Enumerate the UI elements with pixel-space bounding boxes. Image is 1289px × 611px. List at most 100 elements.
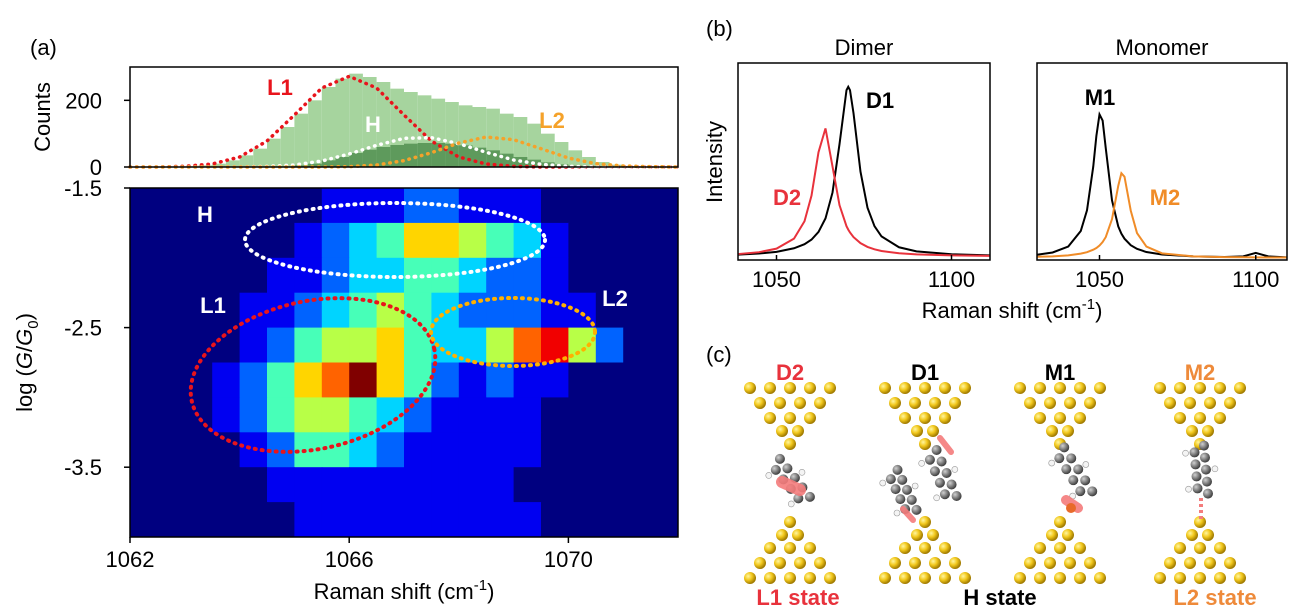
heatmap-cell	[459, 223, 487, 258]
gold-atom	[1202, 529, 1214, 541]
heatmap-cell	[623, 223, 651, 258]
heatmap-cell	[431, 397, 459, 432]
hydrogen-atom	[788, 501, 794, 507]
x-tick-label: 1062	[106, 547, 155, 572]
heatmap-cell	[294, 293, 322, 328]
heatmap-cell	[349, 328, 377, 363]
heatmap-cell	[623, 328, 651, 363]
heatmap-cell	[431, 467, 459, 502]
heatmap-cell	[349, 223, 377, 258]
gold-atom	[1074, 572, 1086, 584]
hydrogen-atom	[952, 466, 958, 472]
carbon-atom	[932, 445, 942, 455]
gold-atom	[1094, 382, 1106, 394]
heatmap-cell	[514, 258, 542, 293]
heatmap-cell	[486, 467, 514, 502]
gold-atom	[899, 412, 911, 424]
heatmap-cell	[404, 432, 432, 467]
gold-atom	[1174, 542, 1186, 554]
hydrogen-atom	[1186, 486, 1192, 492]
heatmap-cell	[157, 328, 185, 363]
heatmap-cell	[541, 363, 569, 398]
gold-atom	[1064, 557, 1076, 569]
heatmap-cell	[404, 328, 432, 363]
gold-atom	[1054, 516, 1066, 528]
gold-atom	[784, 572, 796, 584]
heatmap-cell	[240, 467, 268, 502]
heatmap-cell	[377, 293, 405, 328]
gold-atom	[754, 557, 766, 569]
gold-atom	[1094, 572, 1106, 584]
axes-frame	[738, 63, 990, 260]
heatmap-cell	[568, 328, 596, 363]
gold-atom	[1034, 412, 1046, 424]
panel-label: (c)	[706, 342, 732, 367]
gold-atom	[1186, 529, 1198, 541]
carbon-atom	[886, 474, 896, 484]
carbon-atom	[1075, 486, 1085, 496]
heatmap-cell	[651, 432, 679, 467]
heatmap-cell	[130, 328, 158, 363]
carbon-atom	[1061, 464, 1071, 474]
heatmap-cell	[459, 293, 487, 328]
heatmap-cell	[240, 502, 268, 537]
gold-atom	[784, 542, 796, 554]
gold-atom	[1234, 382, 1246, 394]
heatmap-cell	[568, 467, 596, 502]
heatmap-cell	[157, 432, 185, 467]
x-tick-label: 1050	[752, 267, 801, 292]
structure-label: M1	[1045, 360, 1076, 385]
heatmap-cell	[514, 467, 542, 502]
heatmap-cell	[541, 188, 569, 223]
gold-atom	[1194, 412, 1206, 424]
hydrogen-atom	[1049, 460, 1055, 466]
chart-title: Monomer	[1116, 35, 1209, 60]
carbon-atom	[930, 466, 940, 476]
carbon-atom	[1080, 475, 1090, 485]
carbon-atom	[940, 489, 950, 499]
heatmap-cell	[596, 432, 624, 467]
heatmap-cell	[568, 363, 596, 398]
carbon-atom	[902, 485, 912, 495]
gold-atom	[1224, 397, 1236, 409]
heatmap-cell	[486, 188, 514, 223]
histogram-bar	[322, 87, 336, 167]
heatmap-cell	[377, 328, 405, 363]
gold-atom	[939, 382, 951, 394]
heatmap-cell	[130, 223, 158, 258]
gold-atom	[899, 572, 911, 584]
heatmap-cell	[404, 397, 432, 432]
gold-atom	[1064, 397, 1076, 409]
gold-atom	[1074, 382, 1086, 394]
y-axis-label: log (G/G0)	[12, 313, 42, 412]
heatmap-cell	[212, 258, 240, 293]
histogram-bar	[253, 149, 267, 167]
carbon-atom	[952, 491, 962, 501]
gold-atom	[1204, 557, 1216, 569]
heatmap-cell	[568, 258, 596, 293]
state-label: L1 state	[756, 585, 839, 610]
y-tick-label: -1.5	[64, 176, 102, 201]
heatmap-cell	[541, 502, 569, 537]
gold-atom	[939, 572, 951, 584]
gold-atom	[919, 516, 931, 528]
gold-atom	[1214, 412, 1226, 424]
panel-label: (a)	[30, 35, 57, 60]
heatmap-cell	[377, 363, 405, 398]
carbon-atom	[1193, 483, 1203, 493]
carbon-atom	[1066, 453, 1076, 463]
gold-atom	[1054, 382, 1066, 394]
gold-atom	[776, 425, 788, 437]
junction-structures	[744, 382, 1246, 584]
heatmap-cell	[185, 258, 213, 293]
gold-atom	[804, 572, 816, 584]
label-part: -1	[474, 577, 487, 594]
heatmap-cell	[267, 397, 295, 432]
heatmap-cell	[185, 432, 213, 467]
heatmap-cell	[651, 223, 679, 258]
heatmap-cell	[212, 432, 240, 467]
gold-atom	[1174, 572, 1186, 584]
peak-label: M1	[1085, 85, 1116, 110]
heatmap-cell	[267, 502, 295, 537]
heatmap-cell	[623, 467, 651, 502]
